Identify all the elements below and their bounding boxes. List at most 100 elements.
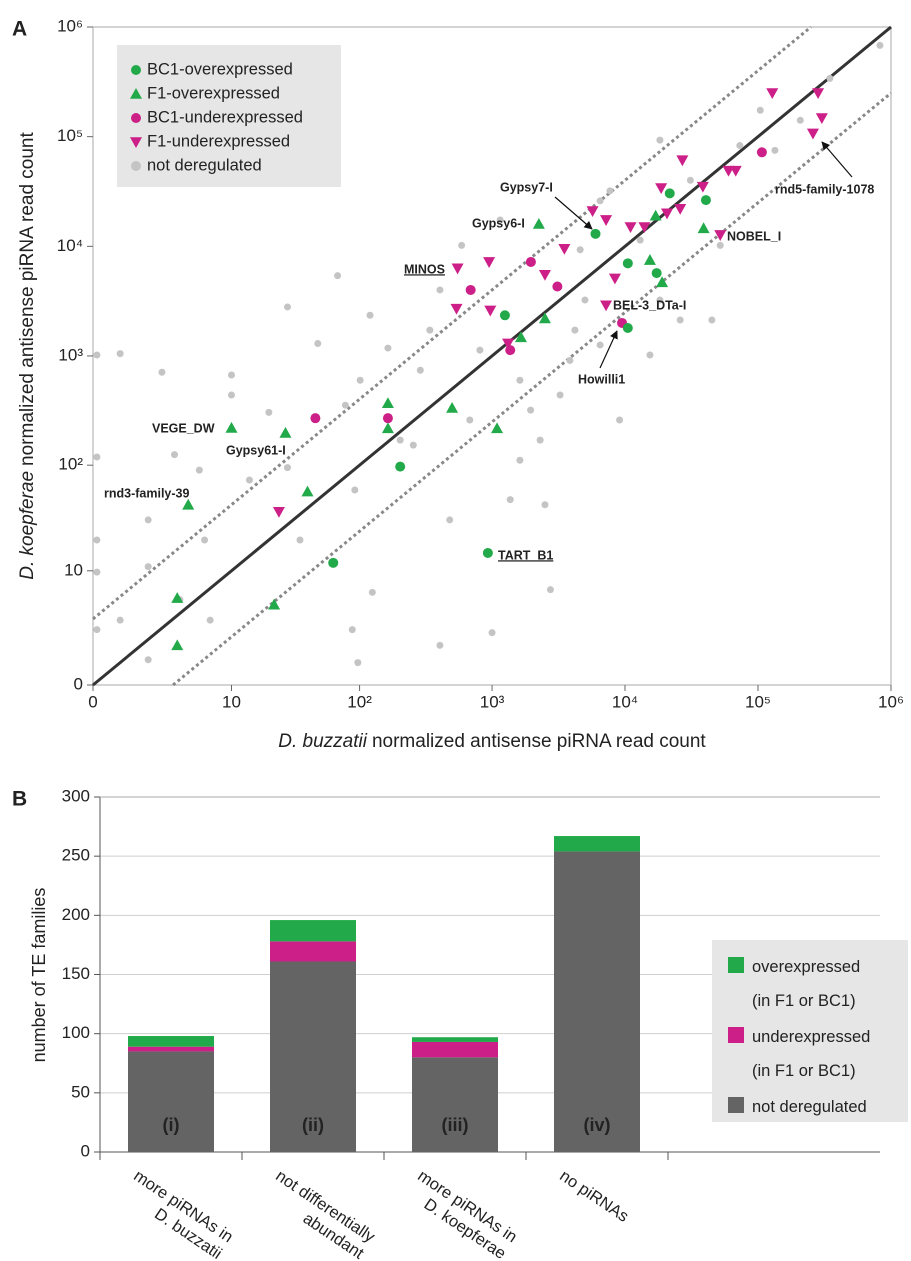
point [826,74,834,82]
point [144,563,152,571]
point [876,41,884,49]
y-tick-label: 10 [64,560,83,579]
y-tick-label: 300 [62,786,90,805]
point [310,413,321,424]
legend-label: BC1-overexpressed [147,60,293,78]
point [93,351,101,359]
point [396,436,404,444]
point [334,272,342,280]
legend-label: not deregulated [752,1098,867,1116]
point [638,222,651,234]
y-tick-label: 250 [62,846,90,865]
legend-label: overexpressed (in F1 or BC1) [752,958,861,1010]
point [696,181,709,193]
point [265,408,273,416]
point [552,281,563,292]
point [395,461,406,472]
legend-label: BC1-underexpressed [147,108,303,126]
point [676,155,689,167]
point [708,316,716,324]
point [368,588,376,596]
annotation: Gypsy6-I [472,216,525,230]
bar-segment [270,920,356,942]
point [491,422,504,434]
point [93,536,101,544]
point [661,208,674,220]
annotation: Gypsy7-I [500,180,553,194]
y-tick-label: 150 [62,964,90,983]
point [646,351,654,359]
point [527,406,535,414]
point [756,147,767,158]
y-tick-label: 10⁴ [57,236,83,255]
point [171,639,184,651]
x-tick-label: 10 [222,692,241,711]
y-axis-label-text: normalized antisense piRNA read count [17,132,38,466]
point [93,626,101,634]
legend-swatch [728,1027,744,1043]
point [436,286,444,294]
point [465,284,476,295]
point [756,106,764,114]
point [483,257,496,268]
fold-line [92,25,812,621]
point [516,376,524,384]
point [466,416,474,424]
fold-line [172,91,892,687]
bar-segment [412,1041,498,1058]
y-tick-label: 100 [62,1023,90,1042]
bar-segment [270,941,356,962]
bar-segment [554,836,640,852]
point [541,501,549,509]
point [171,592,184,603]
point [436,641,444,649]
point [296,536,304,544]
point [643,254,656,265]
point [381,397,394,409]
point [616,416,624,424]
legend-swatch [728,957,744,973]
point [651,268,662,279]
point [301,485,314,497]
point [482,547,493,558]
point [596,197,604,205]
point [532,217,545,229]
bar-segment [554,851,640,1152]
annotation: NOBEL_I [727,229,781,243]
point [446,516,454,524]
point [328,557,339,568]
point [716,241,724,249]
point [571,326,579,334]
point [228,371,236,379]
point [279,426,292,438]
point [341,401,349,409]
point [409,441,417,449]
point [622,258,633,269]
point [182,498,195,510]
annotation: rnd5-family-1078 [775,182,874,196]
bar-label: (iv) [584,1115,611,1135]
point [566,356,574,364]
annotation-arrow [599,330,618,369]
point [815,113,828,124]
point [93,568,101,576]
point [496,216,504,224]
point [451,263,464,275]
y-axis-label: number of TE families [29,888,49,1063]
point [664,188,675,199]
point [636,236,644,244]
bar-label: (iii) [442,1115,469,1135]
bar-segment [270,961,356,1152]
point [608,273,621,285]
point [558,243,571,255]
point [656,296,664,304]
x-tick-label: 10³ [480,692,505,711]
point [655,183,668,195]
x-tick-label: 10⁵ [745,692,771,711]
point [382,413,393,424]
point [812,88,825,100]
point [622,322,633,333]
y-tick-label: 10³ [58,345,83,364]
point [506,496,514,504]
legend-marker [131,161,141,171]
